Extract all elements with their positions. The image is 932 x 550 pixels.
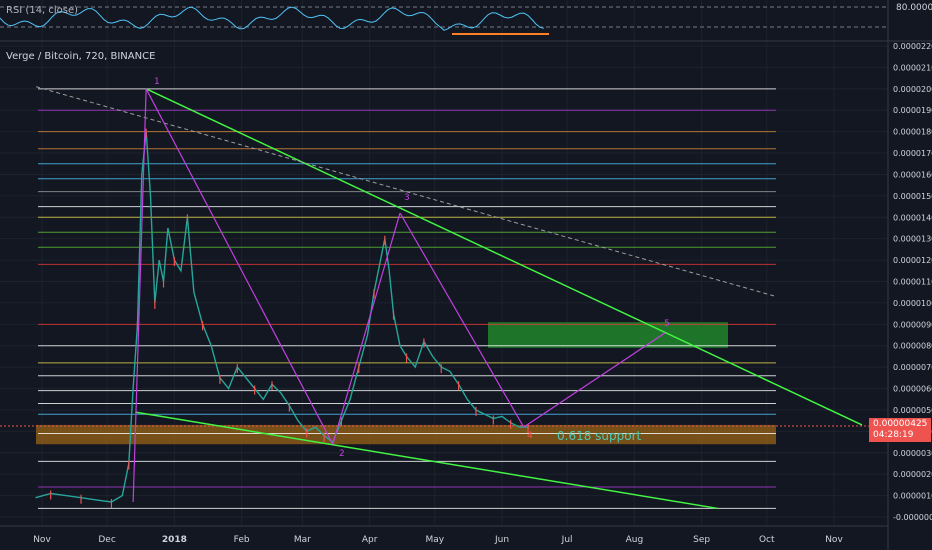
x-tick-label: Jul: [561, 535, 573, 545]
y-tick-label: 0.00000700: [893, 363, 932, 372]
rsi-level-label: 80.0000: [896, 3, 932, 13]
price-badge-countdown: 04:28:19: [873, 430, 914, 440]
y-tick-label: 0.00001900: [893, 106, 932, 115]
y-tick-label: 0.00000800: [893, 342, 932, 351]
projected-wave-segment: [523, 332, 666, 428]
y-tick-label: 0.00000300: [893, 449, 932, 458]
x-tick-label: Nov: [33, 535, 51, 545]
target-zone: [488, 322, 728, 348]
wave-label: 4: [527, 431, 533, 441]
x-tick-label: May: [425, 535, 444, 545]
rsi-line: [0, 6, 545, 31]
wave-label: 1: [154, 77, 160, 87]
x-tick-label: Sep: [693, 535, 710, 545]
lower-trendline: [135, 411, 719, 510]
wave-label: 2: [339, 449, 345, 459]
x-tick-label: Oct: [759, 535, 775, 545]
x-tick-label: Jun: [494, 535, 509, 545]
y-tick-label: 0.00000200: [893, 470, 932, 479]
y-tick-label: 0.00001100: [893, 278, 932, 287]
support-label: 0.618 support: [557, 429, 642, 443]
y-tick-label: 0.00001200: [893, 256, 932, 265]
y-tick-label: 0.00001600: [893, 170, 932, 179]
price-series-line: [35, 131, 528, 503]
y-tick-label: 0.00002200: [893, 42, 932, 51]
x-tick-label: Feb: [234, 535, 250, 545]
y-tick-label: 0.00002100: [893, 63, 932, 72]
y-tick-label: 0.00000100: [893, 492, 932, 501]
upper-trendline: [145, 88, 863, 426]
y-tick-label: 0.00002000: [893, 85, 932, 94]
price-badge: 0.00000425 04:28:19: [869, 418, 931, 442]
dashed-trendline: [35, 86, 777, 297]
y-tick-label: 0.00001700: [893, 149, 932, 158]
symbol-title: Verge / Bitcoin, 720, BINANCE: [6, 51, 156, 62]
rsi-label: RSI (14, close): [6, 5, 79, 16]
x-tick-label: Dec: [98, 535, 115, 545]
x-tick-label: Mar: [294, 535, 311, 545]
wave-label: 3: [404, 193, 410, 203]
wave-segment: [145, 88, 334, 445]
y-tick-label: 0.00001800: [893, 128, 932, 137]
y-tick-label: 0.00001500: [893, 192, 932, 201]
x-tick-label: Apr: [362, 535, 378, 545]
x-tick-label: Aug: [626, 535, 644, 545]
x-tick-label: Nov: [825, 535, 843, 545]
y-tick-label: 0.00000500: [893, 406, 932, 415]
x-tick-label: 2018: [162, 535, 187, 545]
wave-segment: [399, 212, 525, 428]
y-tick-label: 0.00001000: [893, 299, 932, 308]
y-tick-label: 0.00001300: [893, 235, 932, 244]
wave-segment: [332, 212, 401, 445]
y-tick-label: 0.00001400: [893, 213, 932, 222]
y-tick-label: -0.00000000: [893, 513, 932, 522]
wave-segment: [132, 88, 147, 503]
price-badge-value: 0.00000425: [873, 419, 928, 429]
support-zone: [36, 424, 776, 445]
y-tick-label: 0.00000900: [893, 320, 932, 329]
wave-label: 5: [664, 319, 670, 329]
y-tick-label: 0.00000600: [893, 385, 932, 394]
